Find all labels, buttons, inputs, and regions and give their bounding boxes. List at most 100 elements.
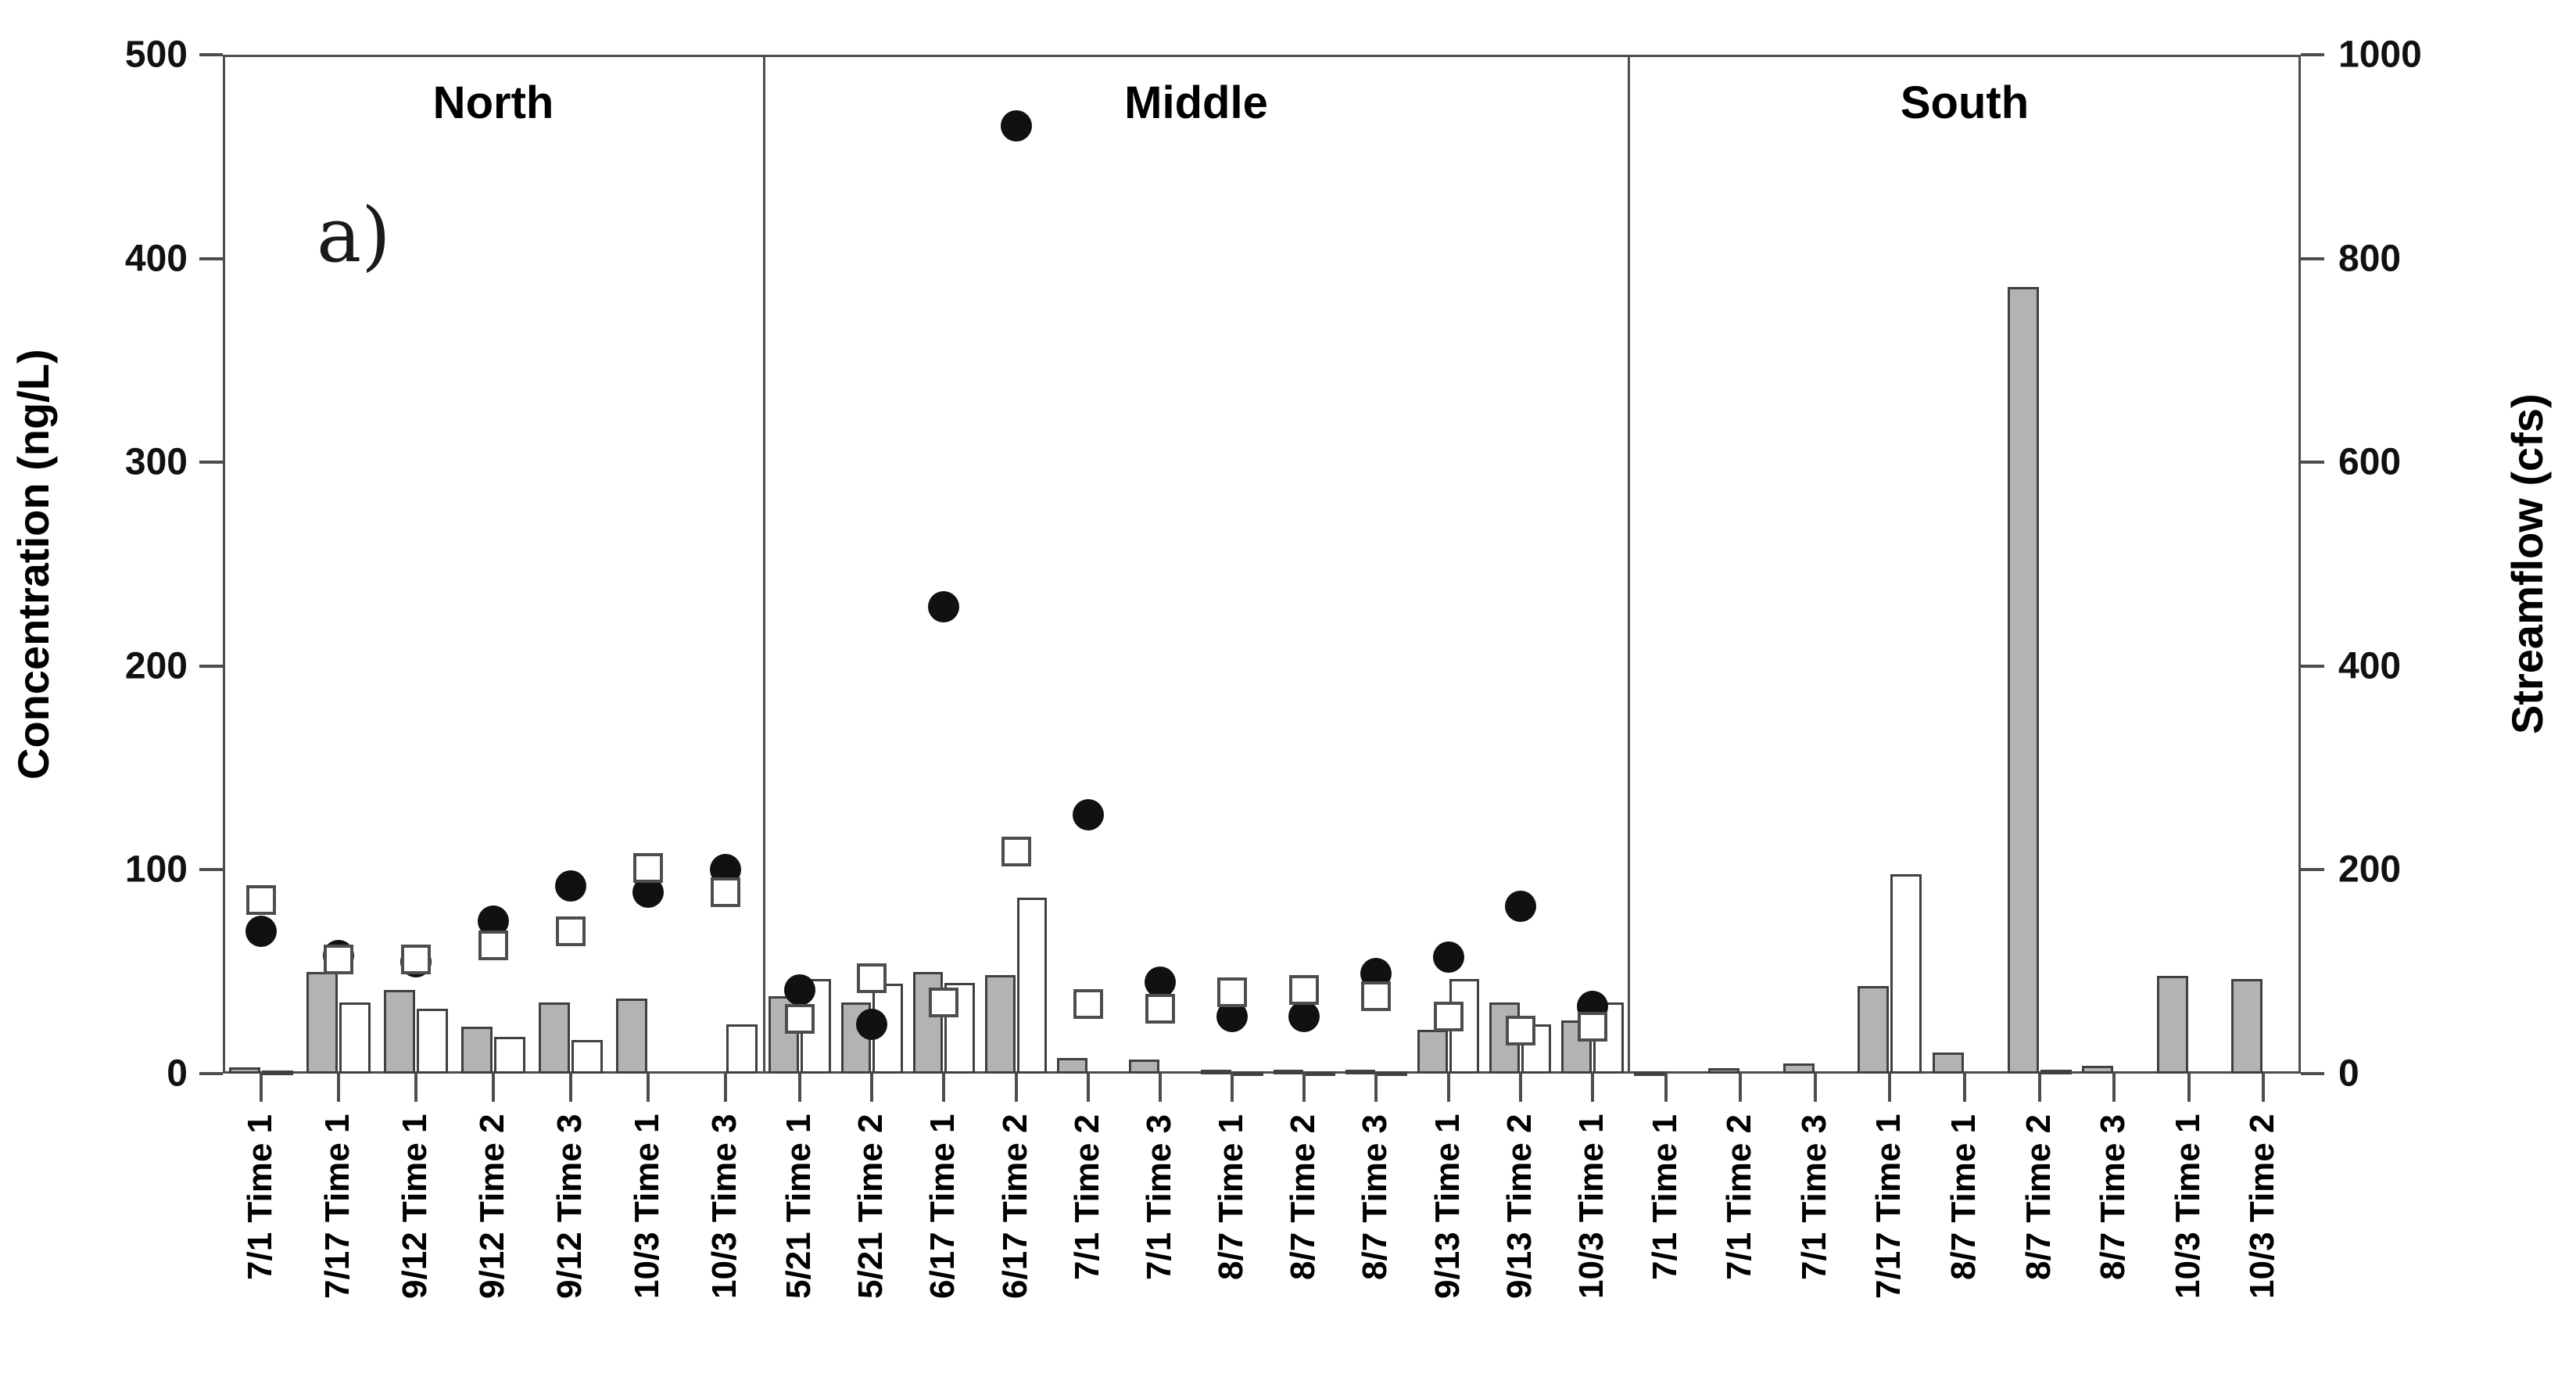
marker-square-open <box>401 945 432 975</box>
x-axis-tick-label: 8/7 Time 1 <box>1944 1114 1983 1280</box>
bar-gray-streamflow <box>984 974 1016 1074</box>
x-axis-tick-label: 10/3 Time 3 <box>704 1114 743 1300</box>
x-axis-tick <box>942 1074 946 1102</box>
x-axis-tick-label: 7/17 Time 1 <box>1869 1114 1908 1300</box>
right-axis-title: Streamflow (cfs) <box>2503 393 2552 735</box>
x-axis-tick <box>1664 1074 1668 1102</box>
marker-square-open <box>929 987 959 1017</box>
x-axis-tick <box>2187 1074 2191 1102</box>
bar-gray-streamflow <box>1782 1063 1815 1074</box>
bar-gray-streamflow <box>2082 1065 2114 1074</box>
marker-circle-filled <box>1432 941 1464 974</box>
x-axis-tick-label: 9/12 Time 1 <box>396 1114 435 1300</box>
marker-circle-filled <box>784 974 816 1006</box>
bar-white-open <box>1233 1071 1263 1076</box>
x-axis-tick <box>1446 1074 1450 1102</box>
marker-square-open <box>785 1003 815 1034</box>
marker-circle-filled <box>928 591 960 623</box>
y-axis-left-tick-label: 400 <box>124 238 188 280</box>
y-axis-right-tick <box>2301 664 2324 668</box>
x-axis-tick-label: 10/3 Time 1 <box>2168 1114 2207 1300</box>
panel-divider-0 <box>763 55 765 1074</box>
x-axis-tick-label: 9/13 Time 1 <box>1428 1114 1467 1300</box>
marker-square-open <box>632 852 663 883</box>
bar-gray-streamflow <box>769 995 800 1074</box>
marker-square-open <box>555 916 586 946</box>
marker-square-open <box>1433 1002 1464 1032</box>
y-axis-left-tick <box>199 53 223 56</box>
marker-square-open <box>1361 981 1392 1011</box>
x-axis-tick <box>1888 1074 1892 1102</box>
y-axis-right-tick-label: 400 <box>2338 645 2402 687</box>
marker-square-open <box>710 877 740 908</box>
x-axis-tick <box>492 1074 495 1102</box>
x-axis-tick <box>1739 1074 1743 1102</box>
x-axis-tick <box>1231 1074 1234 1102</box>
y-axis-right-tick <box>2301 256 2324 260</box>
bar-white-open <box>1890 873 1922 1074</box>
marker-square-open <box>478 930 508 960</box>
y-axis-right-tick <box>2301 1072 2324 1075</box>
bar-white-open <box>571 1040 603 1074</box>
x-axis-tick-label: 7/1 Time 1 <box>1645 1114 1684 1280</box>
x-axis-tick <box>2112 1074 2116 1102</box>
y-axis-right-tick <box>2301 461 2324 464</box>
y-axis-left-tick-label: 300 <box>124 441 188 483</box>
x-axis-tick-label: 5/21 Time 2 <box>851 1114 890 1300</box>
subfigure-annotation: a) <box>317 192 391 279</box>
x-axis-tick <box>1374 1074 1378 1102</box>
bar-white-open <box>494 1037 525 1074</box>
x-axis-tick <box>646 1074 650 1102</box>
x-axis-tick-label: 6/17 Time 2 <box>995 1114 1034 1300</box>
marker-circle-filled <box>245 915 278 947</box>
y-axis-left-tick-label: 200 <box>124 645 188 687</box>
bar-gray-streamflow <box>1933 1052 1964 1074</box>
y-axis-right-tick <box>2301 868 2324 872</box>
bar-gray-streamflow <box>1708 1068 1740 1074</box>
bar-gray-streamflow <box>1858 985 1890 1074</box>
x-axis-tick <box>1302 1074 1306 1102</box>
marker-square-open <box>1217 977 1248 1007</box>
marker-square-open <box>246 885 277 916</box>
bar-gray-streamflow <box>2156 975 2188 1074</box>
bar-gray-streamflow <box>384 990 416 1074</box>
y-axis-right-tick <box>2301 53 2324 56</box>
marker-square-open <box>1145 993 1175 1024</box>
x-axis-tick <box>798 1074 802 1102</box>
x-axis-tick-label: 7/1 Time 2 <box>1067 1114 1106 1280</box>
marker-circle-filled <box>1000 110 1032 142</box>
x-axis-tick-label: 8/7 Time 2 <box>1284 1114 1323 1280</box>
x-axis-tick-label: 7/17 Time 1 <box>318 1114 357 1300</box>
x-axis-tick <box>1813 1074 1817 1102</box>
bar-white-open <box>417 1008 449 1074</box>
x-axis-tick <box>1963 1074 1966 1102</box>
marker-circle-filled <box>1144 966 1176 998</box>
x-axis-tick-label: 7/1 Time 2 <box>1720 1114 1759 1280</box>
y-axis-right-tick-label: 0 <box>2338 1053 2359 1095</box>
bar-white-open <box>339 1002 371 1074</box>
bar-gray-streamflow <box>2007 287 2039 1074</box>
bar-white-open <box>726 1024 758 1074</box>
x-axis-tick-label: 7/1 Time 3 <box>1794 1114 1833 1280</box>
marker-square-open <box>1073 989 1103 1020</box>
panel-divider-1 <box>1628 55 1630 1074</box>
bar-gray-streamflow <box>461 1027 493 1074</box>
marker-circle-filled <box>856 1009 888 1041</box>
bar-gray-streamflow <box>1201 1069 1232 1074</box>
marker-square-open <box>857 963 887 993</box>
marker-circle-filled <box>1288 1001 1320 1033</box>
x-axis-tick <box>1518 1074 1522 1102</box>
x-axis-tick-label: 5/21 Time 1 <box>779 1114 819 1300</box>
bar-gray-streamflow <box>1273 1069 1304 1074</box>
x-axis-tick-label: 8/7 Time 3 <box>2094 1114 2133 1280</box>
x-axis-tick-label: 9/12 Time 3 <box>550 1114 589 1300</box>
chart-plot-frame <box>223 55 2301 1074</box>
x-axis-tick <box>337 1074 341 1102</box>
y-axis-left-tick <box>199 1072 223 1075</box>
bar-gray-streamflow <box>1129 1059 1159 1074</box>
x-axis-tick-label: 8/7 Time 3 <box>1356 1114 1395 1280</box>
marker-square-open <box>324 945 354 975</box>
panel-title-south: South <box>1900 77 2030 128</box>
marker-circle-filled <box>1504 891 1536 923</box>
